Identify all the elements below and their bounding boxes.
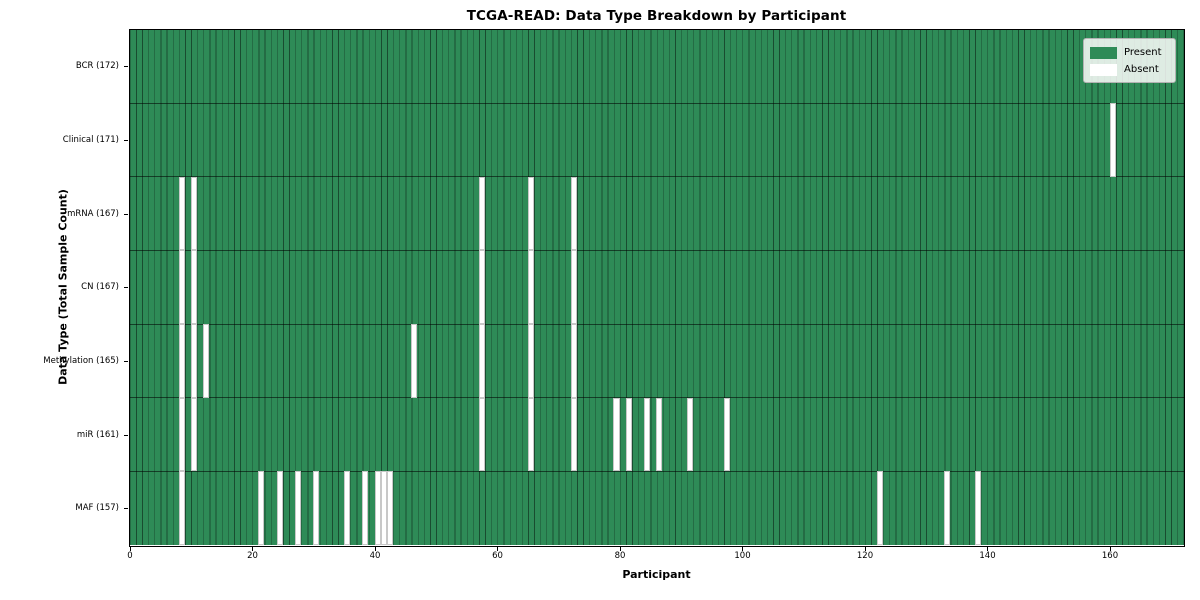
absent-cell [178, 397, 185, 472]
y-tick-mark [124, 139, 128, 141]
absent-cell [570, 397, 577, 472]
y-tick-label-mRNA: mRNA (167) [67, 208, 119, 219]
x-tick-mark [619, 546, 621, 551]
absent-cell [380, 471, 387, 545]
row-separator [129, 249, 1184, 251]
absent-cell [386, 471, 393, 545]
absent-cell [527, 324, 534, 398]
legend-present-swatch [1090, 46, 1117, 59]
absent-cell [625, 397, 632, 472]
absent-cell [203, 324, 210, 398]
x-tick-mark [252, 546, 253, 551]
absent-cell [178, 324, 185, 398]
y-tick-mark [124, 360, 128, 362]
x-tick-label: 40 [369, 551, 381, 561]
absent-cell [478, 176, 485, 251]
x-tick-mark [864, 546, 866, 551]
legend-absent-swatch [1090, 63, 1117, 76]
x-axis-title: Participant [622, 568, 691, 581]
legend: Present Absent [1083, 38, 1176, 83]
x-tick-mark [497, 546, 498, 551]
absent-cell [723, 397, 730, 472]
absent-cell [178, 250, 185, 325]
y-tick-label-BCR: BCR (172) [75, 61, 119, 72]
chart-title: TCGA-READ: Data Type Breakdown by Partic… [466, 8, 847, 24]
absent-cell [974, 471, 981, 545]
absent-cell [478, 397, 485, 472]
absent-cell [686, 397, 693, 472]
absent-cell [570, 324, 577, 398]
x-tick-mark [742, 546, 743, 551]
row-separator [129, 102, 1184, 104]
legend-present-label: Present [1124, 46, 1162, 58]
absent-cell [570, 176, 577, 251]
y-tick-label-CN: CN (167) [81, 282, 119, 293]
x-tick-label: 60 [492, 551, 503, 561]
row-separator [129, 470, 1184, 472]
absent-cell [411, 324, 418, 398]
absent-cell [374, 471, 381, 545]
y-tick-mark [124, 287, 128, 289]
x-tick-label: 160 [1101, 551, 1119, 561]
absent-cell [570, 250, 577, 325]
absent-cell [876, 471, 883, 545]
absent-cell [527, 397, 534, 472]
absent-cell [527, 176, 534, 251]
absent-cell [362, 471, 369, 545]
x-tick-label: 0 [127, 551, 133, 561]
absent-cell [343, 471, 350, 545]
absent-cell [478, 324, 485, 398]
row-separator [129, 323, 1184, 325]
absent-cell [944, 471, 951, 545]
absent-cell [656, 397, 663, 472]
heatmap-row-Clinical [129, 103, 1184, 177]
heatmap-row-Methylation [129, 324, 1184, 398]
heatmap-row-mRNA [129, 176, 1184, 251]
absent-cell [190, 397, 197, 472]
y-tick-label-Clinical: Clinical (171) [62, 134, 119, 145]
heatmap-row-CN [129, 250, 1184, 325]
heatmap-row-BCR [129, 29, 1184, 104]
x-tick-label: 120 [856, 551, 874, 561]
legend-entry-present: Present [1090, 44, 1175, 61]
legend-entry-absent: Absent [1090, 61, 1175, 78]
absent-cell [478, 250, 485, 325]
heatmap-row-MAF [129, 471, 1184, 545]
absent-cell [190, 250, 197, 325]
plot-area [128, 28, 1185, 547]
y-tick-label-miR: miR (161) [76, 429, 119, 440]
absent-cell [178, 176, 185, 251]
x-tick-label: 80 [614, 551, 626, 561]
x-tick-mark [129, 546, 131, 551]
y-tick-label-Methylation: Methylation (165) [43, 355, 119, 366]
x-tick-label: 20 [247, 551, 258, 561]
absent-cell [190, 324, 197, 398]
absent-cell [178, 471, 185, 545]
x-tick-label: 100 [734, 551, 751, 561]
x-tick-mark [987, 546, 988, 551]
absent-cell [1109, 103, 1116, 177]
x-tick-label: 140 [979, 551, 996, 561]
x-tick-mark [1109, 546, 1111, 551]
y-tick-mark [124, 66, 128, 68]
absent-cell [258, 471, 265, 545]
row-separator [129, 176, 1184, 178]
legend-absent-label: Absent [1124, 63, 1159, 75]
absent-cell [313, 471, 320, 545]
absent-cell [276, 471, 283, 545]
y-tick-mark [124, 213, 128, 215]
y-tick-mark [124, 508, 128, 510]
absent-cell [644, 397, 651, 472]
absent-cell [613, 397, 620, 472]
absent-cell [190, 176, 197, 251]
x-tick-mark [374, 546, 376, 551]
y-tick-label-MAF: MAF (157) [75, 503, 119, 514]
absent-cell [294, 471, 301, 545]
y-tick-mark [124, 434, 128, 436]
absent-cell [527, 250, 534, 325]
